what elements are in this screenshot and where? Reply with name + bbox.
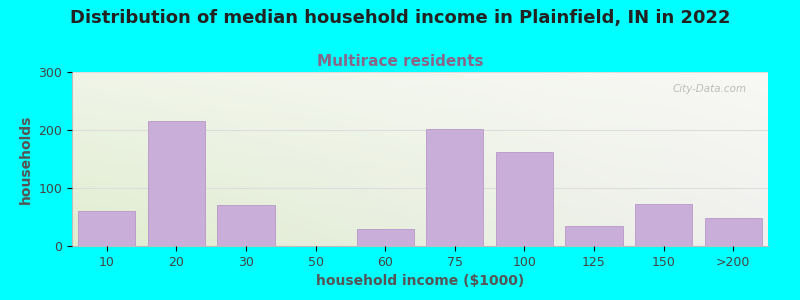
Bar	[148, 121, 205, 246]
Y-axis label: households: households	[19, 114, 33, 204]
Bar	[566, 226, 622, 246]
Text: Multirace residents: Multirace residents	[317, 54, 483, 69]
Bar	[357, 229, 414, 246]
Text: Distribution of median household income in Plainfield, IN in 2022: Distribution of median household income …	[70, 9, 730, 27]
Bar	[426, 129, 483, 246]
Bar	[78, 211, 135, 246]
Bar	[705, 218, 762, 246]
X-axis label: household income ($1000): household income ($1000)	[316, 274, 524, 288]
Bar	[496, 152, 553, 246]
Text: City-Data.com: City-Data.com	[673, 84, 747, 94]
Bar	[635, 204, 692, 246]
Bar	[218, 206, 274, 246]
